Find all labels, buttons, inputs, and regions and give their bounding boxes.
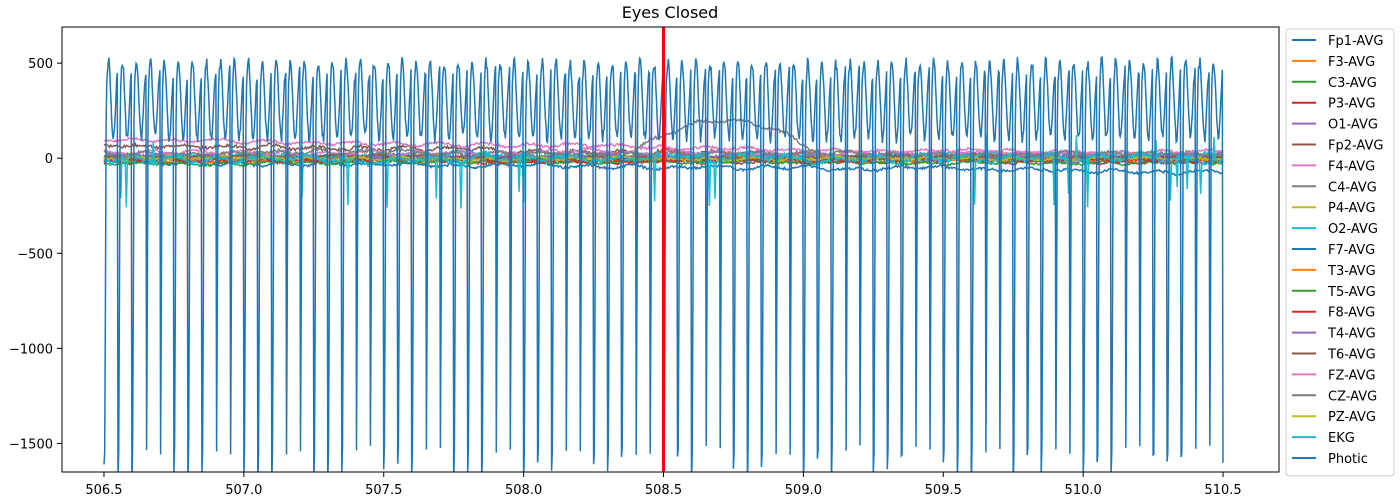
legend-label: F7-AVG bbox=[1328, 243, 1375, 258]
legend-label: T3-AVG bbox=[1327, 264, 1376, 279]
legend-label: F3-AVG bbox=[1328, 55, 1375, 70]
legend-label: O1-AVG bbox=[1328, 118, 1378, 133]
legend-label: C4-AVG bbox=[1328, 180, 1377, 195]
legend-label: O2-AVG bbox=[1328, 222, 1378, 237]
x-tick-label: 508.5 bbox=[645, 483, 682, 498]
legend-label: F4-AVG bbox=[1328, 159, 1375, 174]
legend-label: F8-AVG bbox=[1328, 306, 1375, 321]
x-tick-label: 506.5 bbox=[85, 483, 122, 498]
legend-label: Photic bbox=[1328, 452, 1368, 467]
y-tick-label: −1500 bbox=[9, 437, 53, 452]
x-tick-label: 507.5 bbox=[365, 483, 402, 498]
legend-label: T4-AVG bbox=[1327, 327, 1376, 342]
legend-label: P3-AVG bbox=[1328, 97, 1376, 112]
x-tick-label: 510.0 bbox=[1065, 483, 1102, 498]
y-tick-label: 500 bbox=[28, 57, 53, 72]
legend-box bbox=[1285, 28, 1395, 477]
legend-label: Fp2-AVG bbox=[1328, 139, 1383, 154]
chart-title: Eyes Closed bbox=[622, 3, 719, 22]
legend-label: EKG bbox=[1328, 431, 1355, 446]
legend-label: CZ-AVG bbox=[1328, 389, 1377, 404]
legend-label: Fp1-AVG bbox=[1328, 34, 1383, 49]
x-tick-label: 509.0 bbox=[785, 483, 822, 498]
x-tick-label: 509.5 bbox=[925, 483, 962, 498]
y-tick-label: 0 bbox=[45, 152, 53, 167]
y-tick-label: −500 bbox=[17, 247, 53, 262]
legend-label: T6-AVG bbox=[1327, 348, 1376, 363]
x-tick-label: 507.0 bbox=[225, 483, 262, 498]
x-axis: 506.5 507.0 507.5 508.0 508.5 509.0 509.5 510.0… bbox=[85, 472, 1242, 498]
legend-label: C3-AVG bbox=[1328, 76, 1377, 91]
x-tick-label: 510.5 bbox=[1204, 483, 1241, 498]
y-axis: 500 0 −500 −1000 −1500 bbox=[9, 57, 62, 452]
plot-frame bbox=[61, 26, 1280, 473]
legend-label: FZ-AVG bbox=[1328, 368, 1376, 383]
x-tick-label: 508.0 bbox=[505, 483, 542, 498]
legend: Fp1-AVG F3-AVG C3-AVG P3-AVG O1-AVG Fp2-AVG F4… bbox=[1285, 28, 1395, 477]
legend-label: T5-AVG bbox=[1327, 285, 1376, 300]
y-tick-label: −1000 bbox=[9, 342, 53, 357]
legend-label: P4-AVG bbox=[1328, 201, 1376, 216]
legend-label: PZ-AVG bbox=[1328, 410, 1376, 425]
